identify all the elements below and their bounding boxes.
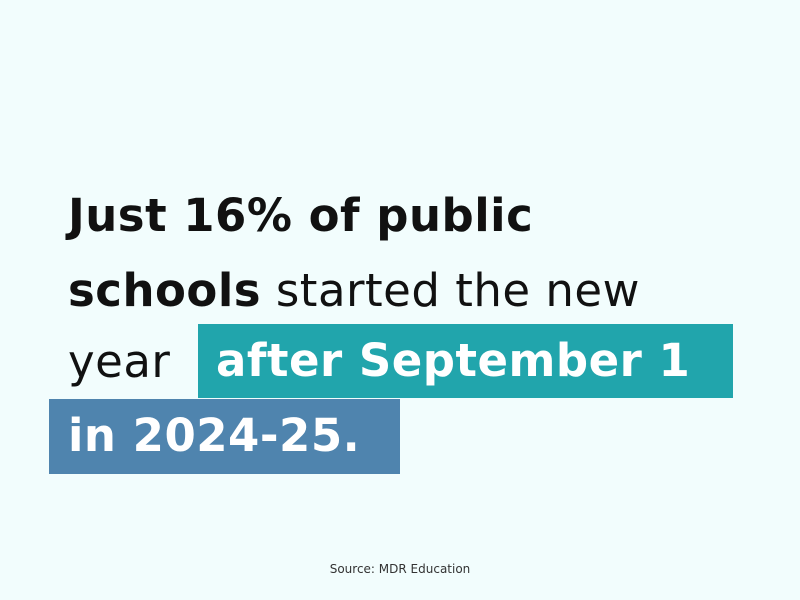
highlight-text-year: in 2024-25. (68, 409, 361, 462)
source-credit: Source: MDR Education (329, 562, 471, 576)
headline-normal-text: started the new (261, 264, 640, 317)
highlight-text-date: after September 1 (216, 334, 691, 387)
highlight-box-teal: after September 1 (198, 324, 733, 398)
highlight-box-blue: in 2024-25. (49, 399, 400, 474)
headline-line-1: Just 16% of public (68, 189, 534, 242)
headline-line-3: year (68, 335, 171, 388)
headline-bold-text: schools (68, 264, 262, 317)
headline-line-2: schools started the new (68, 253, 640, 328)
